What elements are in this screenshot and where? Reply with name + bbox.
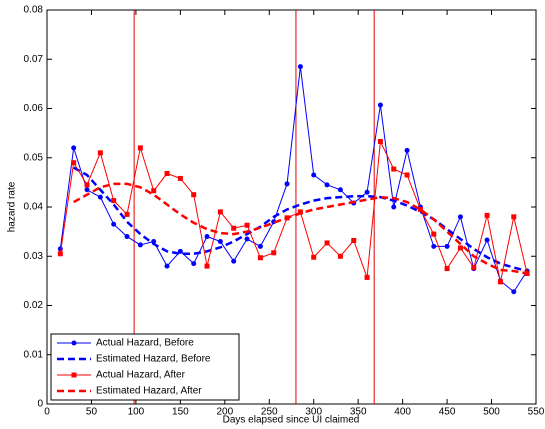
point [364,274,370,280]
point [311,254,317,260]
point [511,214,517,220]
x-tick-label: 200 [216,407,233,418]
point [97,150,103,156]
x-axis-label: Days elapsed since UI claimed [223,415,360,426]
point [137,242,143,248]
point [431,243,437,249]
point [164,263,170,269]
point [404,147,410,153]
point [271,250,277,256]
legend-box [50,333,240,401]
legend-label: Estimated Hazard, Before [96,354,211,365]
series-line [59,66,528,293]
legend-label: Actual Hazard, After [96,370,186,381]
point [204,234,210,240]
y-tick-label: 0.05 [24,152,44,163]
point [124,211,130,217]
x-tick-label: 550 [528,407,545,418]
point [484,237,490,243]
point [231,258,237,264]
point [324,240,330,246]
y-tick-label: 0.04 [24,202,44,213]
y-tick-label: 0 [37,399,43,410]
point [457,214,463,220]
point [111,221,117,227]
point [337,253,343,259]
point [311,172,317,178]
point [217,209,223,215]
point [244,236,250,242]
point [231,225,237,231]
y-tick-label: 0.03 [24,251,44,262]
point [177,175,183,181]
point [137,145,143,151]
series-line [59,139,528,282]
point [337,187,343,193]
legend-label: Actual Hazard, Before [96,338,194,349]
point [164,171,170,177]
legend-marker [71,372,77,378]
point [444,266,450,272]
point [244,222,250,228]
series-line [73,182,528,275]
point [377,102,383,108]
point [364,189,370,195]
y-tick-label: 0.02 [24,300,44,311]
point [257,255,263,261]
point [391,204,397,210]
point [151,238,157,244]
point [57,251,63,257]
point [71,160,77,166]
point [404,172,410,178]
y-tick-label: 0.08 [24,5,44,16]
y-tick-label: 0.06 [24,103,44,114]
x-tick-label: 0 [44,407,50,418]
legend-marker [71,340,77,346]
y-tick-label: 0.01 [24,349,44,360]
x-tick-label: 400 [394,407,411,418]
y-tick-label: 0.07 [24,54,44,65]
point [377,138,383,144]
point [284,181,290,187]
point [151,188,157,194]
point [497,279,503,285]
point [297,64,303,70]
point [511,289,517,295]
point [97,194,103,200]
point [191,192,197,198]
point [111,198,117,204]
point [257,243,263,249]
point [431,231,437,237]
point [417,206,423,212]
x-tick-label: 500 [483,407,500,418]
point [217,238,223,244]
legend-label: Estimated Hazard, After [96,386,202,397]
point [204,263,210,269]
point [471,265,477,271]
x-tick-label: 50 [86,407,98,418]
point [324,182,330,188]
point [71,145,77,151]
point [457,245,463,251]
x-tick-label: 250 [261,407,278,418]
point [484,212,490,218]
point [124,234,130,240]
x-tick-label: 150 [172,407,189,418]
x-tick-label: 350 [350,407,367,418]
point [351,237,357,243]
x-tick-label: 300 [305,407,322,418]
x-tick-label: 100 [128,407,145,418]
point [391,166,397,172]
point [444,243,450,249]
point [84,187,90,193]
point [191,261,197,267]
y-axis-label: hazard rate [7,181,18,232]
series-line [73,166,528,273]
x-tick-label: 450 [439,407,456,418]
point [297,209,303,215]
point [84,182,90,188]
